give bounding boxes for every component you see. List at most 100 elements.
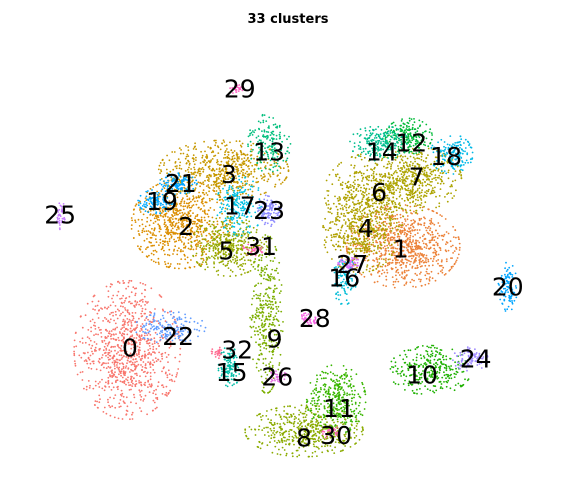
scatter-point — [169, 233, 172, 236]
scatter-point — [178, 236, 181, 238]
scatter-point — [233, 157, 236, 160]
scatter-point — [354, 214, 357, 217]
scatter-point — [223, 175, 226, 178]
scatter-point — [201, 154, 204, 157]
scatter-point — [405, 168, 408, 171]
scatter-point — [123, 374, 125, 376]
scatter-point — [363, 275, 366, 278]
scatter-point — [383, 245, 386, 248]
scatter-point — [376, 264, 379, 267]
scatter-point — [448, 269, 451, 272]
scatter-point — [202, 210, 204, 213]
scatter-point — [92, 308, 94, 310]
scatter-point — [166, 395, 168, 397]
scatter-point — [142, 227, 145, 230]
scatter-point — [385, 261, 387, 263]
scatter-point — [178, 360, 181, 363]
scatter-point — [347, 206, 350, 209]
scatter-point — [141, 251, 144, 254]
scatter-point — [140, 389, 143, 392]
scatter-point — [200, 242, 203, 244]
scatter-point — [133, 355, 136, 357]
scatter-point — [407, 245, 410, 247]
scatter-point — [373, 281, 376, 284]
scatter-point — [195, 236, 198, 239]
scatter-point — [204, 261, 207, 263]
scatter-point — [380, 228, 383, 231]
scatter-point — [359, 243, 362, 245]
scatter-point — [126, 309, 129, 311]
scatter-point — [285, 161, 287, 163]
scatter-point — [213, 173, 216, 176]
scatter-point — [418, 256, 420, 258]
scatter-point — [104, 351, 107, 354]
scatter-point — [424, 166, 427, 169]
scatter-point — [391, 239, 394, 241]
scatter-point — [449, 185, 452, 188]
scatter-point — [177, 221, 180, 224]
scatter-point — [441, 238, 444, 241]
scatter-point — [390, 230, 393, 232]
scatter-point — [377, 271, 379, 274]
scatter-point — [424, 274, 427, 277]
scatter-point — [350, 223, 352, 226]
scatter-point — [177, 236, 179, 239]
scatter-point — [439, 270, 442, 273]
scatter-point — [427, 188, 430, 191]
scatter-point — [350, 238, 353, 240]
scatter-point — [127, 356, 130, 358]
scatter-point — [190, 221, 193, 224]
scatter-point — [97, 382, 100, 385]
scatter-point — [227, 154, 230, 156]
scatter-point — [212, 243, 215, 246]
scatter-point — [352, 271, 355, 273]
scatter-point — [123, 336, 125, 339]
scatter-point — [249, 270, 252, 272]
scatter-point — [246, 195, 249, 198]
scatter-point — [425, 190, 428, 192]
scatter-point — [383, 211, 386, 214]
scatter-point — [104, 385, 106, 387]
scatter-point — [366, 266, 368, 268]
scatter-point — [380, 252, 383, 255]
scatter-point — [380, 244, 383, 247]
scatter-point — [139, 282, 142, 284]
scatter-point — [153, 229, 156, 232]
scatter-point — [188, 166, 190, 169]
scatter-point — [161, 355, 163, 358]
scatter-point — [378, 173, 381, 176]
scatter-point — [140, 395, 143, 398]
scatter-point — [104, 316, 106, 319]
scatter-point — [146, 216, 149, 219]
scatter-point — [231, 167, 234, 170]
scatter-point — [125, 341, 128, 344]
scatter-point — [334, 195, 336, 198]
scatter-point — [208, 197, 211, 200]
scatter-point — [183, 229, 185, 232]
scatter-point — [154, 249, 157, 252]
scatter-point — [382, 284, 385, 287]
scatter-point — [445, 231, 448, 233]
scatter-point — [137, 363, 140, 366]
scatter-point — [455, 246, 457, 249]
scatter-point — [150, 259, 153, 261]
scatter-point — [210, 245, 212, 248]
scatter-point — [402, 208, 404, 211]
scatter-point — [192, 179, 194, 182]
scatter-point — [405, 282, 407, 285]
scatter-point — [248, 168, 251, 170]
scatter-point — [447, 232, 450, 235]
scatter-point — [103, 366, 105, 369]
scatter-point — [411, 257, 413, 260]
scatter-point — [431, 180, 433, 183]
scatter-point — [404, 239, 407, 242]
scatter-point — [387, 226, 390, 228]
scatter-point — [358, 209, 361, 211]
scatter-point — [122, 294, 124, 297]
scatter-point — [370, 273, 373, 276]
scatter-point — [167, 216, 169, 218]
scatter-point — [228, 176, 231, 179]
scatter-point — [140, 359, 142, 362]
scatter-point — [429, 192, 432, 195]
